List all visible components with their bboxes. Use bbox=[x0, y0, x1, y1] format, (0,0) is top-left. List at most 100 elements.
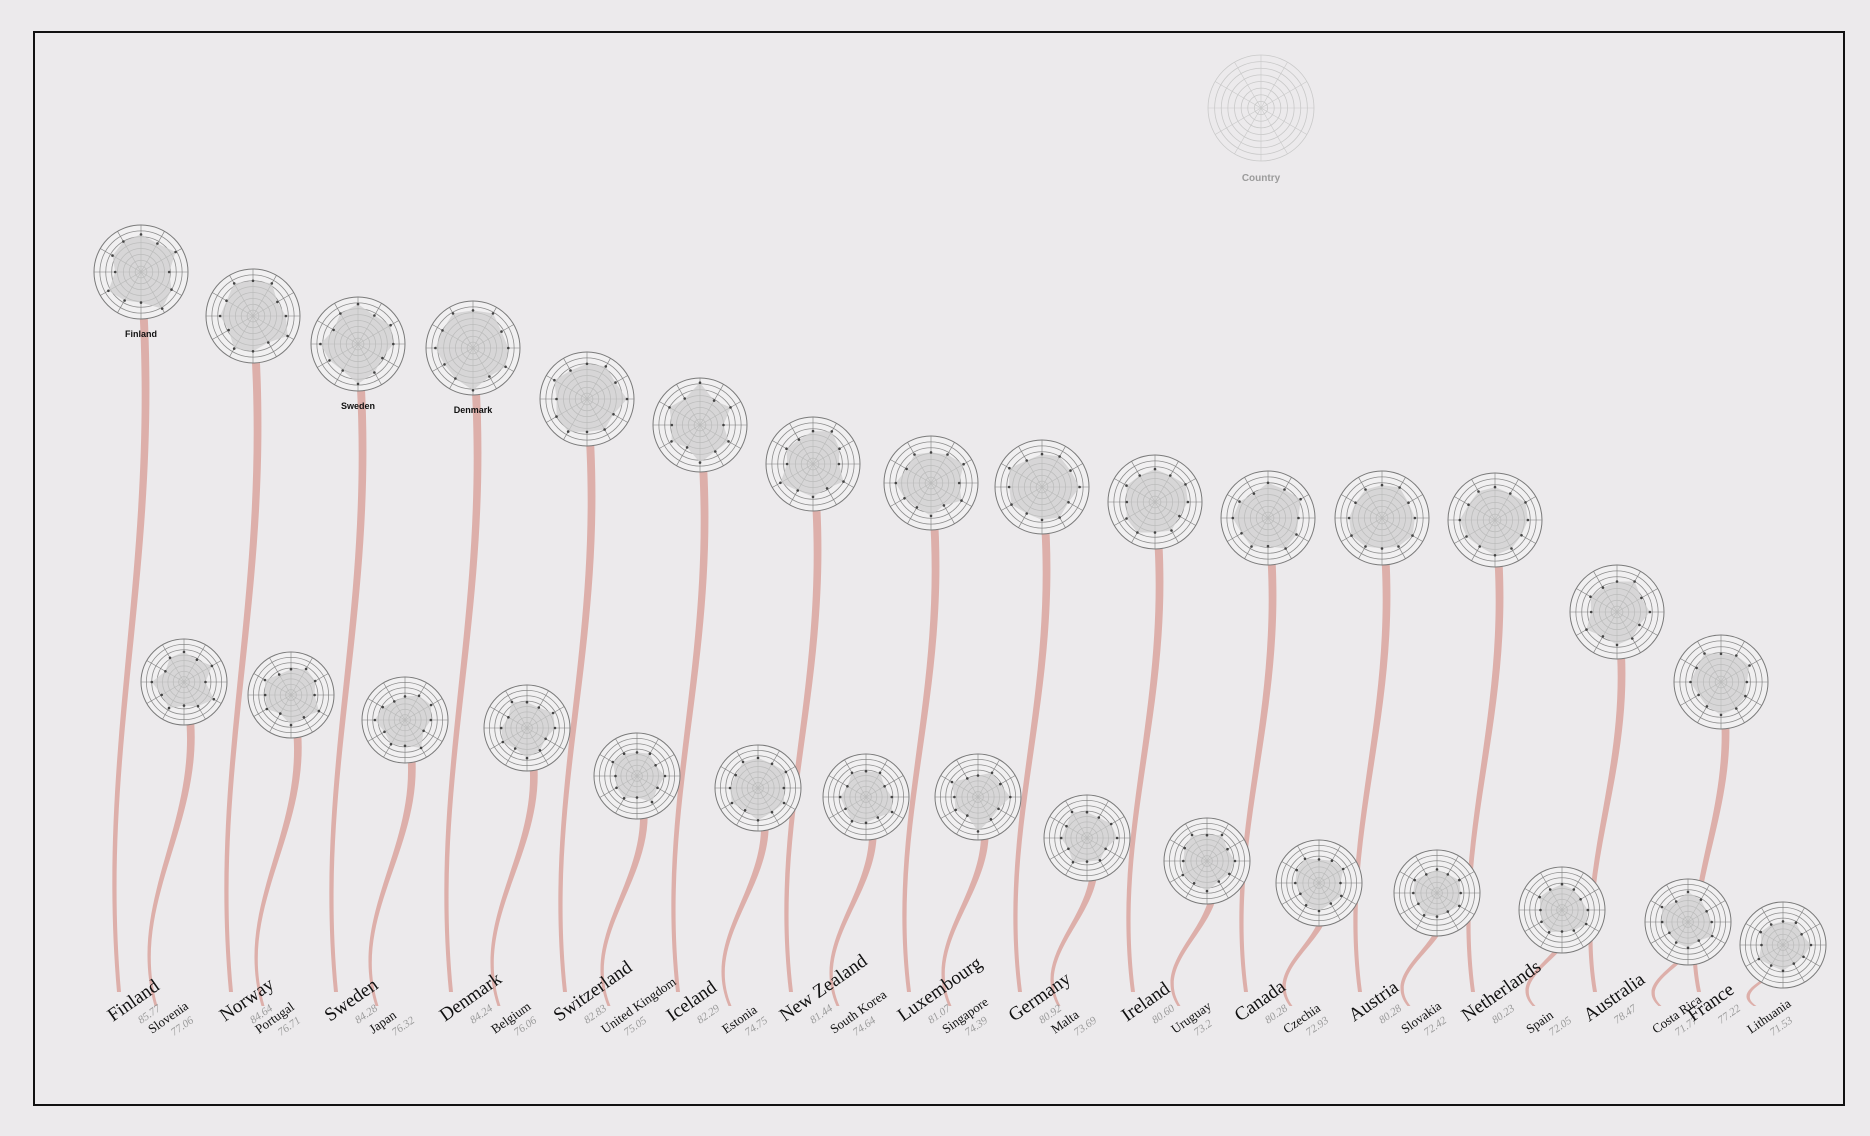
radar-sub-14-point bbox=[1760, 943, 1763, 947]
radar-sub-14-point bbox=[1769, 923, 1773, 926]
radar-main-7-point bbox=[960, 499, 963, 502]
radar-sub-9-point bbox=[1233, 859, 1237, 863]
radar-main-6-point bbox=[779, 481, 782, 485]
radar-main-11-area bbox=[1349, 485, 1415, 549]
radar-main-2-point bbox=[332, 328, 335, 332]
radar-sub-5-point bbox=[782, 786, 786, 790]
radar-main-12-point bbox=[1467, 503, 1470, 507]
radar-sub-11-point bbox=[1459, 891, 1462, 895]
stem-main-13 bbox=[1588, 612, 1626, 992]
radar-sub-1-area bbox=[264, 668, 319, 726]
radar-main-7-point bbox=[946, 453, 949, 456]
radar-sub-4-point bbox=[635, 751, 639, 754]
radar-sub-3-area bbox=[501, 701, 555, 759]
stem-main-5 bbox=[671, 425, 709, 992]
radar-sub-6-point bbox=[850, 771, 854, 775]
chart-frame bbox=[33, 31, 1845, 1106]
radar-sub-0 bbox=[140, 638, 228, 726]
radar-sub-3-point bbox=[544, 737, 547, 741]
radar-sub-11-point bbox=[1446, 910, 1450, 913]
radar-sub-6-point bbox=[844, 807, 847, 811]
radar-sub-4-point bbox=[635, 796, 639, 799]
radar-sub-0-point bbox=[182, 650, 186, 654]
radar-main-3-area bbox=[435, 310, 509, 391]
radar-main-9-point bbox=[1169, 474, 1172, 477]
legend-radar-grid-spoke bbox=[1214, 107, 1262, 135]
radar-main-12-point bbox=[1510, 547, 1513, 550]
radar-main-7-point bbox=[903, 497, 906, 500]
radar-sub-0-point bbox=[210, 664, 214, 668]
radar-main-12-point bbox=[1477, 490, 1480, 493]
radar-sub-7-point bbox=[997, 807, 1000, 811]
radar-main-13-point bbox=[1648, 610, 1652, 614]
radar-sub-5-point bbox=[770, 762, 774, 766]
radar-sub-9-point bbox=[1205, 889, 1209, 893]
radar-main-3-point bbox=[471, 309, 475, 312]
radar-main-3-point bbox=[488, 375, 491, 378]
radar-sub-6-point bbox=[878, 771, 882, 775]
radar-main-1-point bbox=[227, 328, 230, 332]
radar-main-2-point bbox=[339, 312, 342, 315]
radar-sub-8-point bbox=[1109, 822, 1113, 826]
radar-main-1 bbox=[205, 268, 301, 364]
radar-main-4-point bbox=[555, 397, 558, 401]
radar-main-0-point bbox=[123, 299, 126, 302]
radar-main-3-point bbox=[504, 365, 507, 369]
radar-sub-10-point bbox=[1341, 867, 1345, 871]
radar-main-10-point bbox=[1284, 547, 1287, 550]
stem-sub-8 bbox=[1050, 838, 1098, 1006]
radar-main-13-point bbox=[1589, 610, 1593, 614]
radar-main-4-point bbox=[585, 362, 589, 366]
radar-main-10-point bbox=[1297, 516, 1300, 520]
radar-sub-10-point bbox=[1295, 868, 1298, 872]
radar-sub-6-point bbox=[876, 816, 880, 819]
radar-main-2-point bbox=[389, 323, 392, 327]
radar-sub-12-point bbox=[1539, 908, 1542, 912]
radar-sub-12-point bbox=[1572, 888, 1576, 891]
radar-sub-11-point bbox=[1412, 891, 1415, 895]
radar-sub-14-point bbox=[1781, 920, 1785, 923]
radar-main-9-area bbox=[1126, 469, 1188, 533]
radar-main-4-point bbox=[603, 428, 606, 431]
radar-sub-0-area bbox=[151, 651, 214, 709]
radar-sub-1-point bbox=[289, 723, 293, 727]
radar-sub-2 bbox=[361, 676, 449, 764]
radar-main-5-point bbox=[683, 397, 686, 400]
radar-sub-0-point bbox=[195, 658, 199, 661]
radar-main-14-point bbox=[1695, 666, 1698, 670]
radar-sub-1-point bbox=[263, 678, 267, 682]
radar-main-12-point bbox=[1526, 518, 1530, 522]
radar-main-8 bbox=[994, 439, 1090, 535]
radar-main-14-point bbox=[1689, 680, 1692, 684]
radar-main-9-point bbox=[1170, 529, 1173, 532]
radar-sub-5-point bbox=[770, 810, 774, 814]
radar-main-8-point bbox=[1067, 501, 1070, 504]
radar-main-1-point bbox=[232, 282, 236, 285]
radar-main-8-point bbox=[1078, 485, 1081, 489]
radar-main-11-point bbox=[1380, 547, 1384, 550]
radar-main-4-point bbox=[569, 369, 572, 372]
radar-sub-12-point bbox=[1584, 922, 1588, 926]
stem-sub-6 bbox=[829, 797, 877, 1006]
radar-sub-12-point bbox=[1579, 898, 1582, 901]
radar-main-8-point bbox=[1058, 455, 1061, 458]
radar-main-3-point bbox=[491, 312, 495, 315]
radar-sub-8-point bbox=[1115, 836, 1119, 840]
radar-sub-7-point bbox=[989, 818, 993, 821]
radar-sub-1-point bbox=[265, 707, 269, 711]
radar-main-9-point bbox=[1178, 514, 1181, 518]
radar-sub-7-point bbox=[1009, 795, 1012, 799]
radar-main-12-point bbox=[1493, 485, 1497, 489]
radar-main-13-area bbox=[1586, 581, 1650, 645]
radar-sub-7-point bbox=[950, 780, 954, 784]
stem-sub-9 bbox=[1170, 861, 1218, 1006]
radar-sub-13-point bbox=[1660, 905, 1664, 909]
radar-main-1-point bbox=[218, 314, 222, 318]
radar-sub-5-point bbox=[782, 801, 786, 805]
radar-sub-5 bbox=[714, 744, 802, 832]
radar-main-14-point bbox=[1744, 694, 1747, 698]
radar-main-5-point bbox=[727, 440, 730, 443]
radar-sub-14-point bbox=[1759, 930, 1762, 934]
radar-sub-10-point bbox=[1330, 859, 1334, 862]
radar-main-5-point bbox=[729, 406, 732, 409]
